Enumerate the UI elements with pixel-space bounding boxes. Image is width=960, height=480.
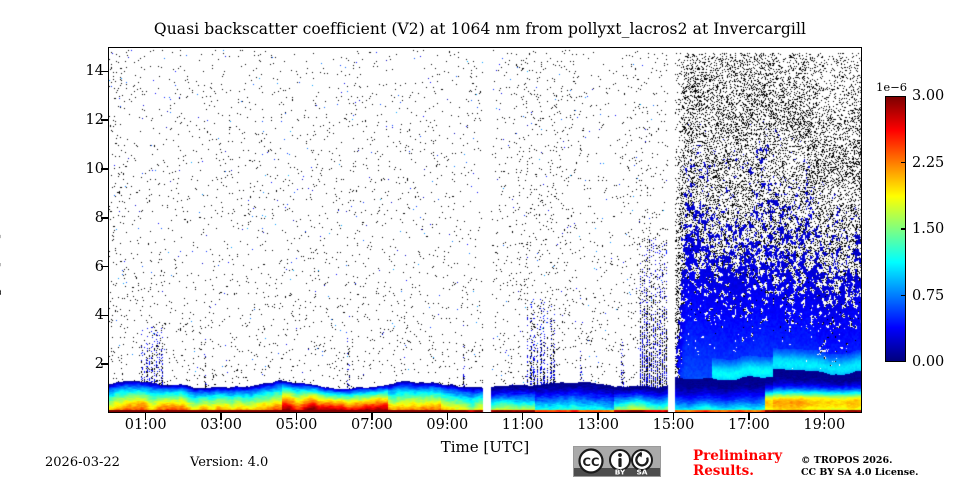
footer-date: 2026-03-22	[45, 455, 120, 470]
y-tick-label: 4	[94, 307, 104, 324]
x-tick-mark	[446, 413, 449, 420]
heatmap-canvas	[109, 48, 861, 412]
colorbar-tick-label: 1.50	[912, 221, 945, 237]
copyright-line-1: © TROPOS 2026.	[801, 455, 893, 466]
colorbar-tick-mark	[901, 161, 906, 164]
x-tick-label: 03:00	[200, 417, 242, 433]
badge-by-label: BY	[615, 468, 626, 476]
x-tick-mark	[521, 413, 524, 420]
footer-version: Version: 4.0	[190, 455, 269, 470]
y-axis-tick-labels: 2 4 6 8 10 12 14	[60, 47, 104, 413]
x-tick-mark	[748, 413, 750, 420]
x-tick-label: 13:00	[577, 417, 619, 433]
cc-by-sa-icon: CC BY SA	[574, 447, 660, 476]
y-tick-mark	[101, 217, 108, 219]
x-tick-mark	[672, 413, 675, 420]
x-tick-mark	[823, 413, 826, 420]
y-tick-label: 6	[94, 258, 104, 275]
x-tick-mark	[597, 413, 599, 420]
colorbar-tick-label: 0.75	[912, 287, 945, 304]
colorbar-tick-marks	[900, 96, 906, 362]
tropos-copyright: © TROPOS 2026. CC BY SA 4.0 License.	[801, 455, 918, 479]
preliminary-line-1: Preliminary	[693, 448, 783, 464]
x-tick-mark	[144, 413, 147, 420]
y-tick-label: 2	[94, 356, 104, 373]
badge-sa-label: SA	[636, 468, 647, 476]
colorbar-gradient	[886, 97, 905, 361]
x-tick-label: 17:00	[727, 417, 770, 433]
x-tick-label: 05:00	[275, 417, 318, 433]
x-tick-mark	[371, 413, 373, 420]
colorbar-tick-label: 0.00	[912, 354, 945, 370]
x-tick-label: 07:00	[350, 417, 393, 433]
y-axis-tick-marks	[101, 47, 109, 413]
colorbar-tick-label: 2.25	[912, 154, 945, 171]
y-tick-label: 8	[94, 209, 104, 226]
preliminary-results-notice: Preliminary Results.	[693, 448, 783, 480]
y-tick-mark	[101, 70, 108, 73]
y-tick-label: 10	[85, 161, 104, 177]
preliminary-line-2: Results.	[693, 463, 754, 480]
y-tick-mark	[101, 119, 108, 121]
x-axis-tick-marks	[108, 413, 862, 421]
x-axis-label: Time [UTC]	[440, 438, 530, 456]
x-tick-label: 09:00	[426, 417, 469, 433]
x-tick-mark	[295, 413, 298, 420]
colorbar-exponent-label: 1e−6	[876, 80, 908, 94]
colorbar-tick-mark	[901, 294, 906, 297]
plot-axes-area	[108, 47, 862, 413]
y-tick-mark	[101, 265, 108, 268]
chart-title: Quasi backscatter coefficient (V2) at 10…	[153, 20, 807, 38]
copyright-line-2: CC BY SA 4.0 License.	[801, 466, 919, 478]
x-axis-tick-labels: 01:00 03:00 05:00 07:00 09:00 11:00 13:00 15:00…	[108, 418, 862, 440]
colorbar-tick-label: 3.00	[912, 88, 945, 104]
y-tick-mark	[101, 168, 108, 170]
colorbar-tick-labels: 0.00 0.75 1.50 2.25 3.00	[912, 89, 960, 369]
y-tick-mark	[101, 363, 108, 365]
x-tick-label: 19:00	[803, 417, 846, 433]
colorbar-tick-mark	[901, 228, 906, 230]
y-tick-label: 14	[85, 63, 104, 80]
y-tick-label: 12	[85, 112, 104, 129]
x-tick-label: 01:00	[124, 417, 167, 433]
creative-commons-license-badge[interactable]: CC BY SA	[573, 446, 661, 477]
x-tick-label: 15:00	[652, 417, 695, 433]
x-tick-mark	[220, 413, 222, 420]
y-axis-label: Height [km]	[0, 233, 2, 323]
svg-text:CC: CC	[583, 455, 600, 469]
x-tick-label: 11:00	[501, 417, 544, 433]
y-tick-mark	[101, 314, 108, 317]
